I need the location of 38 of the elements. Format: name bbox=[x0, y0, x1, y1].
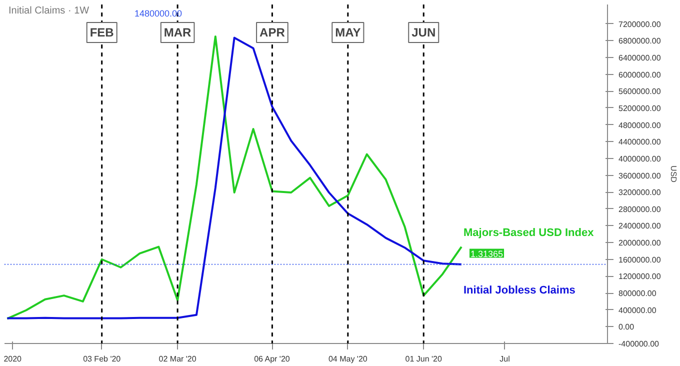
ref-line-label: APR bbox=[260, 26, 286, 40]
ref-line-label: MAY bbox=[335, 26, 361, 40]
ref-line-label: MAR bbox=[164, 26, 192, 40]
text: 1480000.00 bbox=[134, 8, 182, 18]
annotation: 1.31365 bbox=[470, 248, 504, 259]
y-tick-label: 4400000.00 bbox=[618, 138, 662, 147]
y-tick-label: 2400000.00 bbox=[618, 222, 662, 231]
chart-title: Initial Claims · 1W bbox=[8, 6, 90, 16]
y-tick-label: 0.00 bbox=[618, 322, 635, 332]
y-tick-label: 1200000.00 bbox=[618, 272, 662, 282]
ref-line-label: FEB bbox=[90, 26, 114, 40]
y-tick-label: 5200000.00 bbox=[618, 104, 662, 113]
y-tick-label: 2000000.00 bbox=[618, 238, 662, 248]
y-tick-label: 7200000.00 bbox=[618, 20, 662, 29]
y-tick-label: 6000000.00 bbox=[618, 70, 662, 80]
y-tick-label: 800000.00 bbox=[618, 289, 657, 298]
y-tick-label: 3600000.00 bbox=[618, 171, 662, 180]
ref-line-label: JUN bbox=[412, 26, 436, 40]
x-tick-label: 01 Jun '20 bbox=[405, 354, 443, 364]
y-tick-label: 6800000.00 bbox=[618, 36, 662, 46]
y-tick-label: -400000.00 bbox=[618, 340, 660, 348]
x-tick-label: 06 Apr '20 bbox=[254, 354, 290, 364]
x-tick-label: 02 Mar '20 bbox=[158, 354, 197, 364]
y-tick-label: 1600000.00 bbox=[618, 255, 662, 264]
y-axis-title: USD bbox=[668, 166, 678, 183]
y-tick-label: 4800000.00 bbox=[618, 120, 662, 130]
x-tick-label: 2020 bbox=[4, 354, 22, 364]
y-tick-label: 3200000.00 bbox=[618, 188, 662, 198]
y-tick-label: 6400000.00 bbox=[618, 53, 662, 62]
y-tick-label: 400000.00 bbox=[618, 306, 657, 315]
x-tick-label: 03 Feb '20 bbox=[83, 354, 122, 364]
x-tick-label: 04 May '20 bbox=[328, 354, 368, 364]
y-tick-label: 4000000.00 bbox=[618, 154, 662, 164]
series-label: Majors-Based USD Index bbox=[463, 226, 595, 239]
x-tick-label: Jul bbox=[500, 354, 510, 364]
series-label: Initial Jobless Claims bbox=[463, 284, 576, 296]
y-tick-label: 2800000.00 bbox=[618, 204, 662, 214]
y-tick-label: 5600000.00 bbox=[618, 87, 662, 96]
